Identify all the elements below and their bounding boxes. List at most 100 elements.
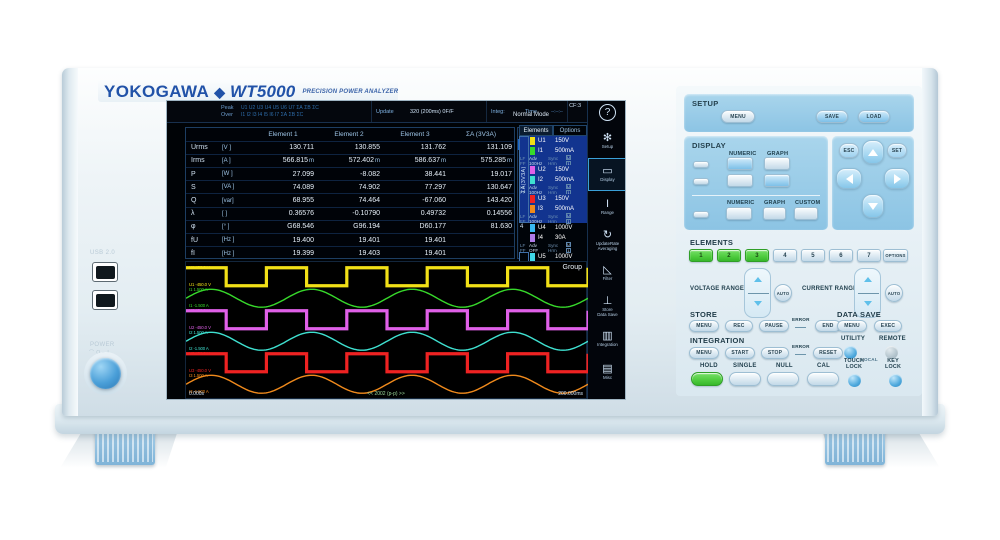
table-row[interactable]: Q [var] 68.955 74.464 -67.060 143.420	[186, 193, 514, 208]
function-icon-rail[interactable]: ? ✻ Setup ▭ Display I Range ↻ UpdateRate Averag…	[587, 101, 626, 399]
element-channel-row[interactable]: I1 500mA	[519, 146, 587, 156]
waveform-display[interactable]: U1 450.0 V U1 -450.0 V I1 1.500 A I1 -1.500…	[185, 261, 590, 399]
element-channel-row[interactable]: I4 30A	[519, 233, 587, 243]
current-auto-button[interactable]: AUTO	[885, 284, 903, 302]
nav-down-button[interactable]	[862, 194, 884, 218]
help-icon[interactable]: ?	[599, 104, 616, 121]
table-row[interactable]: P [W ] 27.099 -8.082 38.441 19.017	[186, 167, 514, 182]
utility-lamp[interactable]	[844, 346, 857, 359]
table-row[interactable]: fU [Hz ] 19.400 19.401 19.401	[186, 233, 514, 248]
peak-flag: U7	[288, 105, 295, 111]
integration-stop-button[interactable]: STOP	[761, 347, 789, 359]
display-row1-select-icon[interactable]	[693, 161, 709, 168]
table-row[interactable]: Irms [A ] 566.815m 572.402m 586.637m 575.285m	[186, 154, 514, 169]
element-channel-row[interactable]: I2 500mA	[519, 175, 587, 185]
instrument-screen[interactable]: Peak U1 U2 U3 U4 U5 U6 U7 ΣA ΣB ΣC Over I1 I2 I3 I4 I…	[166, 100, 626, 400]
cal-button[interactable]	[807, 372, 839, 386]
table-row[interactable]: φ [° ] G68.546 G96.194 D60.177 81.630	[186, 220, 514, 235]
element-channel-row[interactable]: U1 150V	[519, 136, 587, 146]
remote-lamp[interactable]	[885, 346, 898, 359]
store-rail-item[interactable]: ⊥ Store Data Save	[588, 290, 626, 323]
element-channel-row[interactable]: U4 1000V	[519, 223, 587, 233]
setup-load-button[interactable]: LOAD	[858, 110, 890, 123]
display-rail-item[interactable]: ▭ Display	[587, 158, 625, 191]
display-row3-numeric-button[interactable]	[726, 207, 752, 220]
elements-options-button[interactable]: OPTIONS	[883, 249, 908, 262]
current-range-stepper[interactable]	[854, 268, 881, 318]
table-row[interactable]: S [VA ] 74.089 74.902 77.297 130.647	[186, 180, 514, 195]
over-flag: I7	[275, 112, 280, 118]
power-button[interactable]	[90, 358, 121, 389]
display-row2-numeric-button[interactable]	[727, 174, 753, 187]
display-row1-numeric-button[interactable]	[727, 157, 753, 170]
misc-rail-item[interactable]: ▤ Misc	[588, 356, 626, 389]
element-button-2[interactable]: 2	[717, 249, 741, 262]
integration-start-button[interactable]: START	[725, 347, 755, 359]
row-value: 19.401	[316, 233, 382, 248]
element-channel-row[interactable]: U5 1000V	[519, 252, 587, 262]
element-group[interactable]: U2 150V I2 500mA LF FF Adv 100Hz Sync Hrm U 1	[519, 165, 587, 195]
element-channel-row[interactable]: I3 500mA	[519, 204, 587, 214]
table-row[interactable]: λ[ ] 0.36576 -0.10790 0.49732 0.14556	[186, 207, 514, 221]
element-button-6[interactable]: 6	[829, 249, 853, 262]
current-range-down-icon[interactable]	[864, 301, 872, 306]
usb-port-1[interactable]	[92, 262, 118, 282]
display-row2-select-icon[interactable]	[693, 178, 709, 185]
filter-rail-item[interactable]: ◺ Filter	[588, 257, 626, 290]
display-row3-graph-button[interactable]	[763, 207, 786, 220]
range-rail-item[interactable]: I Range	[588, 191, 626, 224]
nav-right-button[interactable]	[884, 168, 910, 189]
nav-up-button[interactable]	[862, 140, 884, 164]
voltage-auto-button[interactable]: AUTO	[774, 284, 792, 302]
voltage-range-down-icon[interactable]	[754, 301, 762, 306]
element-channel-row[interactable]: U3 150V	[519, 194, 587, 204]
element-group[interactable]: U4 1000V I4 30A LF FF Adv OFF Sync Hrm U 1	[519, 223, 587, 253]
element-channel-row[interactable]: U2 150V	[519, 165, 587, 175]
element-group[interactable]: U3 150V I3 500mA LF FF Adv 100Hz Sync Hrm U 1	[519, 194, 587, 224]
store-rec-button[interactable]: REC	[725, 320, 753, 332]
display-row3-select-icon[interactable]	[693, 211, 709, 218]
voltage-range-stepper[interactable]	[744, 268, 771, 318]
display-icon: ▭	[602, 165, 613, 178]
nav-left-button[interactable]	[836, 168, 862, 189]
element-group[interactable]: U1 150V I1 500mA LF FF Adv 100Hz Sync Hrm U 1	[519, 136, 587, 166]
set-button[interactable]: SET	[887, 143, 907, 158]
numeric-data-table[interactable]: Element 1 Element 2 Element 3 ΣA (3V3A) Urm…	[185, 127, 515, 259]
data-save-exec-button[interactable]: EXEC	[874, 320, 902, 332]
updaterate-rail-item[interactable]: ↻ UpdateRate Averaging	[588, 224, 626, 257]
setup-save-button[interactable]: SAVE	[816, 110, 848, 123]
store-end-button[interactable]: END	[815, 320, 841, 332]
store-menu-button[interactable]: MENU	[689, 320, 719, 332]
voltage-range-up-icon[interactable]	[754, 277, 762, 282]
element-button-5[interactable]: 5	[801, 249, 825, 262]
element-button-7[interactable]: 7	[857, 249, 881, 262]
usb-port-2[interactable]	[92, 290, 118, 310]
key-lock-lamp[interactable]	[889, 374, 902, 387]
table-row[interactable]: fI [Hz ] 19.399 19.403 19.401	[186, 247, 514, 260]
channel-name: U5	[538, 254, 546, 260]
display-row2-graph-button[interactable]	[764, 174, 790, 187]
hold-button[interactable]	[691, 372, 723, 386]
display-row1-graph-button[interactable]	[764, 157, 790, 170]
store-pause-button[interactable]: PAUSE	[759, 320, 789, 332]
element-button-3[interactable]: 3	[745, 249, 769, 262]
tab-elements[interactable]: Elements	[519, 125, 553, 136]
tab-options[interactable]: Options	[553, 125, 587, 136]
esc-button[interactable]: ESC	[839, 143, 859, 158]
current-range-up-icon[interactable]	[864, 277, 872, 282]
null-button[interactable]	[767, 372, 799, 386]
integration-menu-button[interactable]: MENU	[689, 347, 719, 359]
setup-rail-item[interactable]: ✻ Setup	[588, 125, 626, 158]
single-button[interactable]	[729, 372, 761, 386]
integration-rail-item[interactable]: ▥ Integration	[588, 323, 626, 356]
touch-lock-lamp[interactable]	[848, 374, 861, 387]
integration-reset-button[interactable]: RESET	[813, 347, 843, 359]
channel-name: U2	[538, 167, 546, 173]
element-button-1[interactable]: 1	[689, 249, 713, 262]
element-button-4[interactable]: 4	[773, 249, 797, 262]
data-save-menu-button[interactable]: MENU	[837, 320, 867, 332]
table-row[interactable]: Urms [V ] 130.711 130.855 131.762 131.109	[186, 141, 514, 155]
display-row3-custom-button[interactable]	[794, 207, 818, 220]
setup-menu-button[interactable]: MENU	[721, 110, 755, 123]
